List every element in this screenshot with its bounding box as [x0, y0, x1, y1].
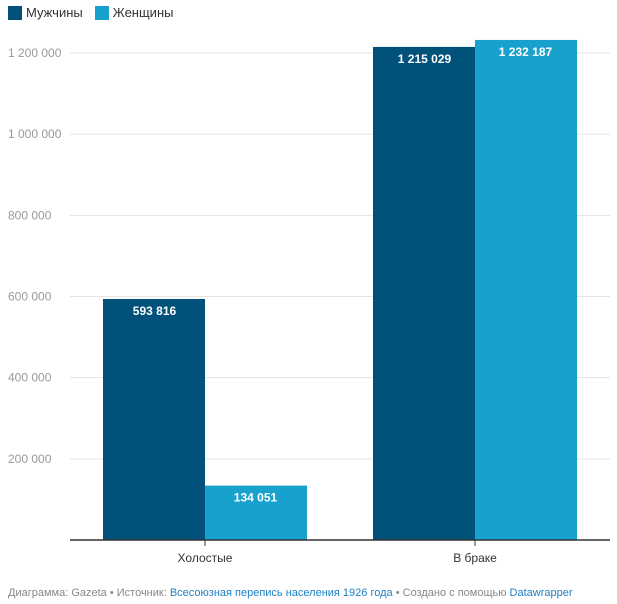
legend-item-men: Мужчины — [8, 5, 83, 20]
legend: Мужчины Женщины — [8, 5, 173, 20]
source-link[interactable]: Всесоюзная перепись населения 1926 года — [169, 587, 393, 599]
plot-area: 200 000 400 000 600 000 800 000 1 000 000 1 2… — [8, 39, 610, 565]
data-label: 593 816 — [133, 304, 177, 318]
legend-swatch-men — [8, 5, 22, 20]
y-tick-label: 800 000 — [8, 208, 52, 222]
bar — [373, 46, 475, 541]
legend-label-men: Мужчины — [26, 5, 83, 20]
x-tick-label: В браке — [453, 551, 497, 565]
data-label: 1 215 029 — [398, 52, 452, 66]
footer-prefix: Диаграмма: Gazeta • Источник: — [8, 587, 170, 599]
y-tick-label: 600 000 — [8, 290, 52, 304]
y-tick-label: 400 000 — [8, 371, 52, 385]
bar — [205, 485, 307, 540]
footer-middle: • Создано с помощью — [392, 587, 510, 599]
legend-swatch-women — [94, 5, 109, 20]
x-tick-label: Холостые — [178, 551, 233, 565]
datawrapper-link[interactable]: Datawrapper — [509, 587, 573, 599]
bar — [475, 39, 577, 541]
y-tick-label: 200 000 — [8, 452, 52, 466]
y-tick-label: 1 000 000 — [8, 127, 62, 141]
data-label: 134 051 — [234, 491, 278, 505]
footer: Диаграмма: Gazeta • Источник: Всесоюзная… — [8, 587, 573, 599]
bar — [103, 299, 205, 540]
y-tick-label: 1 200 000 — [8, 46, 62, 60]
legend-label-women: Женщины — [112, 5, 174, 20]
legend-item-women: Женщины — [94, 5, 174, 20]
data-label: 1 232 187 — [499, 45, 553, 59]
